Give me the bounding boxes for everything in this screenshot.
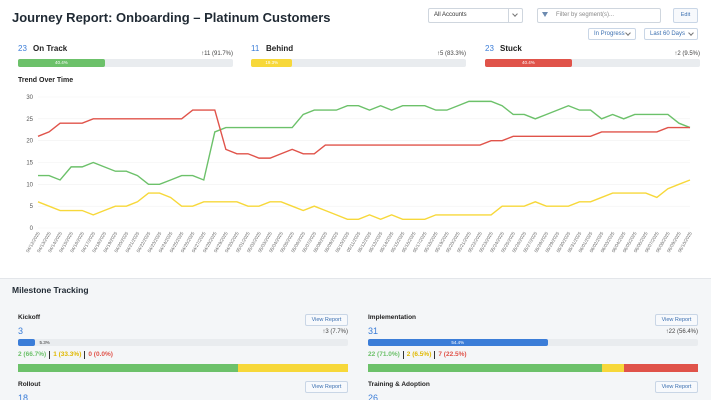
summary-bar [251,59,293,67]
summary-count: 23 [485,44,494,53]
milestone-bar [18,339,36,346]
y-tick-label: 25 [26,117,33,123]
y-tick-label: 15 [26,161,33,167]
view-report-button[interactable]: View Report [305,381,348,393]
summary-bar-label: 19.3% [265,60,279,65]
breakdown-label: 0 (0.0%) [88,351,113,358]
account-select[interactable]: All Accounts [428,8,523,23]
trend-line [37,179,691,221]
divider [0,278,711,279]
summary-bar-label: 40.4% [55,60,68,65]
breakdown-segment [238,364,348,372]
edit-button[interactable]: Edit [673,8,698,23]
summary-label: Behind [266,44,294,53]
milestone-bar-label: 5.3% [39,340,50,345]
breakdown-label: 1 (33.3%) [53,351,82,358]
milestone-change: ↑3 (7.7%) [322,329,348,335]
milestone-change: ↑22 (56.4%) [665,329,698,335]
filter-icon [542,12,548,17]
trend-chart: Trend Over Time05101520253004/12/202504/… [18,77,693,253]
separator [434,351,436,359]
summary-change: ↑5 (83.3%) [436,51,466,57]
page-title: Journey Report: Onboarding – Platinum Cu… [12,10,331,25]
chart-title: Trend Over Time [18,77,73,84]
summary-change: ↑11 (91.7%) [201,51,233,57]
status-filter[interactable]: In Progress [588,28,636,40]
breakdown-segment [602,364,624,372]
y-tick-label: 5 [30,204,34,210]
trend-line [37,109,690,159]
milestone-count: 31 [368,326,379,336]
summary-count: 23 [18,44,27,53]
summary-bar-label: 40.4% [522,60,535,65]
milestone-count: 18 [18,393,29,400]
breakdown-label: 7 (22.5%) [438,351,467,358]
milestone-count: 3 [18,326,24,336]
view-report-button[interactable]: View Report [655,381,698,393]
milestone-title: Training & Adoption [368,381,430,388]
summary-label: Stuck [500,44,522,53]
section-title: Milestone Tracking [12,285,89,295]
breakdown-label: 22 (71.0%) [368,351,400,358]
summary-track [485,59,700,67]
summary-count: 11 [251,44,260,53]
y-tick-label: 20 [26,139,33,145]
milestone-count: 26 [368,393,379,400]
summary-bar [485,59,572,67]
milestone-bar-label: 54.4% [451,340,465,345]
milestone-title: Implementation [368,314,417,321]
view-report-button[interactable]: View Report [305,314,348,326]
milestone-bar [368,339,548,346]
milestone-title: Rollout [18,381,41,388]
summary-track [18,59,233,67]
view-report-button[interactable]: View Report [655,314,698,326]
separator [49,351,51,359]
segment-filter[interactable]: Filter by segment(s)... [537,8,661,23]
y-tick-label: 10 [26,182,33,188]
breakdown-segment [623,364,698,372]
breakdown-segment [18,364,239,372]
separator [84,351,86,359]
range-filter[interactable]: Last 60 Days [644,28,698,40]
breakdown-label: 2 (6.5%) [406,351,432,358]
select-arrow-box [508,8,523,23]
y-tick-label: 0 [30,226,34,232]
breakdown-segment [368,364,603,372]
trend-line [38,100,691,186]
separator [402,351,404,359]
summary-bar [18,59,105,67]
summary-change: ↑2 (9.5%) [674,51,700,57]
summary-label: On Track [33,44,68,53]
breakdown-label: 2 (66.7%) [18,351,47,358]
summary-track [251,59,466,67]
milestone-title: Kickoff [18,314,41,321]
milestone-track [18,339,348,346]
y-tick-label: 30 [26,95,33,101]
